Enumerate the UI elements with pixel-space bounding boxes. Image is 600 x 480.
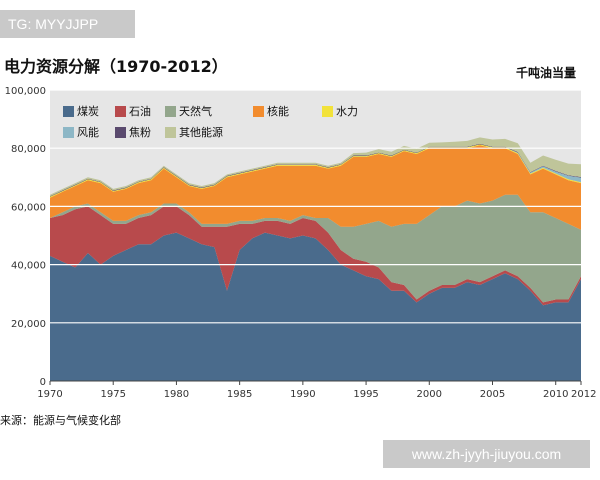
legend-swatch	[63, 105, 74, 117]
y-tick-label: 100,000	[5, 86, 46, 97]
watermark-top: TG: MYYJJPP	[0, 10, 135, 38]
legend-item: 焦粉	[115, 124, 151, 140]
area-series-1	[50, 206, 581, 306]
legend-label: 焦粉	[129, 126, 151, 139]
legend-label: 煤炭	[77, 105, 99, 118]
x-tick-label: 1975	[100, 389, 125, 400]
x-tick-label: 2010	[543, 389, 568, 400]
legend-swatch	[253, 105, 264, 117]
x-tick-label: 1985	[227, 389, 252, 400]
legend-swatch	[165, 126, 176, 138]
legend-item: 风能	[63, 124, 99, 140]
legend-swatch	[63, 126, 74, 138]
legend-swatch	[115, 105, 126, 117]
x-tick-label: 1990	[290, 389, 315, 400]
x-tick-label: 2005	[480, 389, 505, 400]
legend-item: 天然气	[165, 103, 212, 119]
legend-swatch	[165, 105, 176, 117]
legend-swatch	[115, 126, 126, 138]
unit-label: 千吨油当量	[515, 66, 576, 80]
watermark-bottom: www.zh-jyyh-jiuyou.com	[383, 440, 590, 468]
x-tick-label: 2000	[417, 389, 442, 400]
legend-item: 煤炭	[63, 103, 99, 119]
legend-item: 核能	[253, 103, 289, 119]
legend-label: 其他能源	[179, 126, 223, 139]
y-tick-label: 0	[40, 377, 46, 388]
legend-item: 其他能源	[165, 124, 223, 140]
legend-label: 石油	[129, 105, 151, 118]
source-note: 来源：能源与气候变化部	[0, 414, 121, 427]
area-series-3	[50, 145, 581, 230]
y-tick-label: 40,000	[11, 261, 46, 272]
legend-swatch	[322, 105, 333, 117]
y-tick-label: 60,000	[11, 202, 46, 213]
legend-item: 水力	[322, 103, 358, 119]
x-tick-label: 1995	[353, 389, 378, 400]
y-tick-label: 80,000	[11, 144, 46, 155]
chart-title: 电力资源分解（1970-2012）	[4, 57, 228, 76]
legend-label: 核能	[267, 105, 289, 118]
legend-label: 水力	[336, 105, 358, 118]
y-tick-label: 20,000	[11, 319, 46, 330]
legend-label: 风能	[77, 126, 99, 139]
legend-item: 石油	[115, 103, 151, 119]
area-series-0	[50, 232, 581, 381]
x-tick-label: 2012	[571, 389, 596, 400]
x-tick-label: 1970	[37, 389, 62, 400]
x-tick-label: 1980	[164, 389, 189, 400]
legend-label: 天然气	[179, 105, 212, 118]
area-series-2	[50, 194, 581, 303]
